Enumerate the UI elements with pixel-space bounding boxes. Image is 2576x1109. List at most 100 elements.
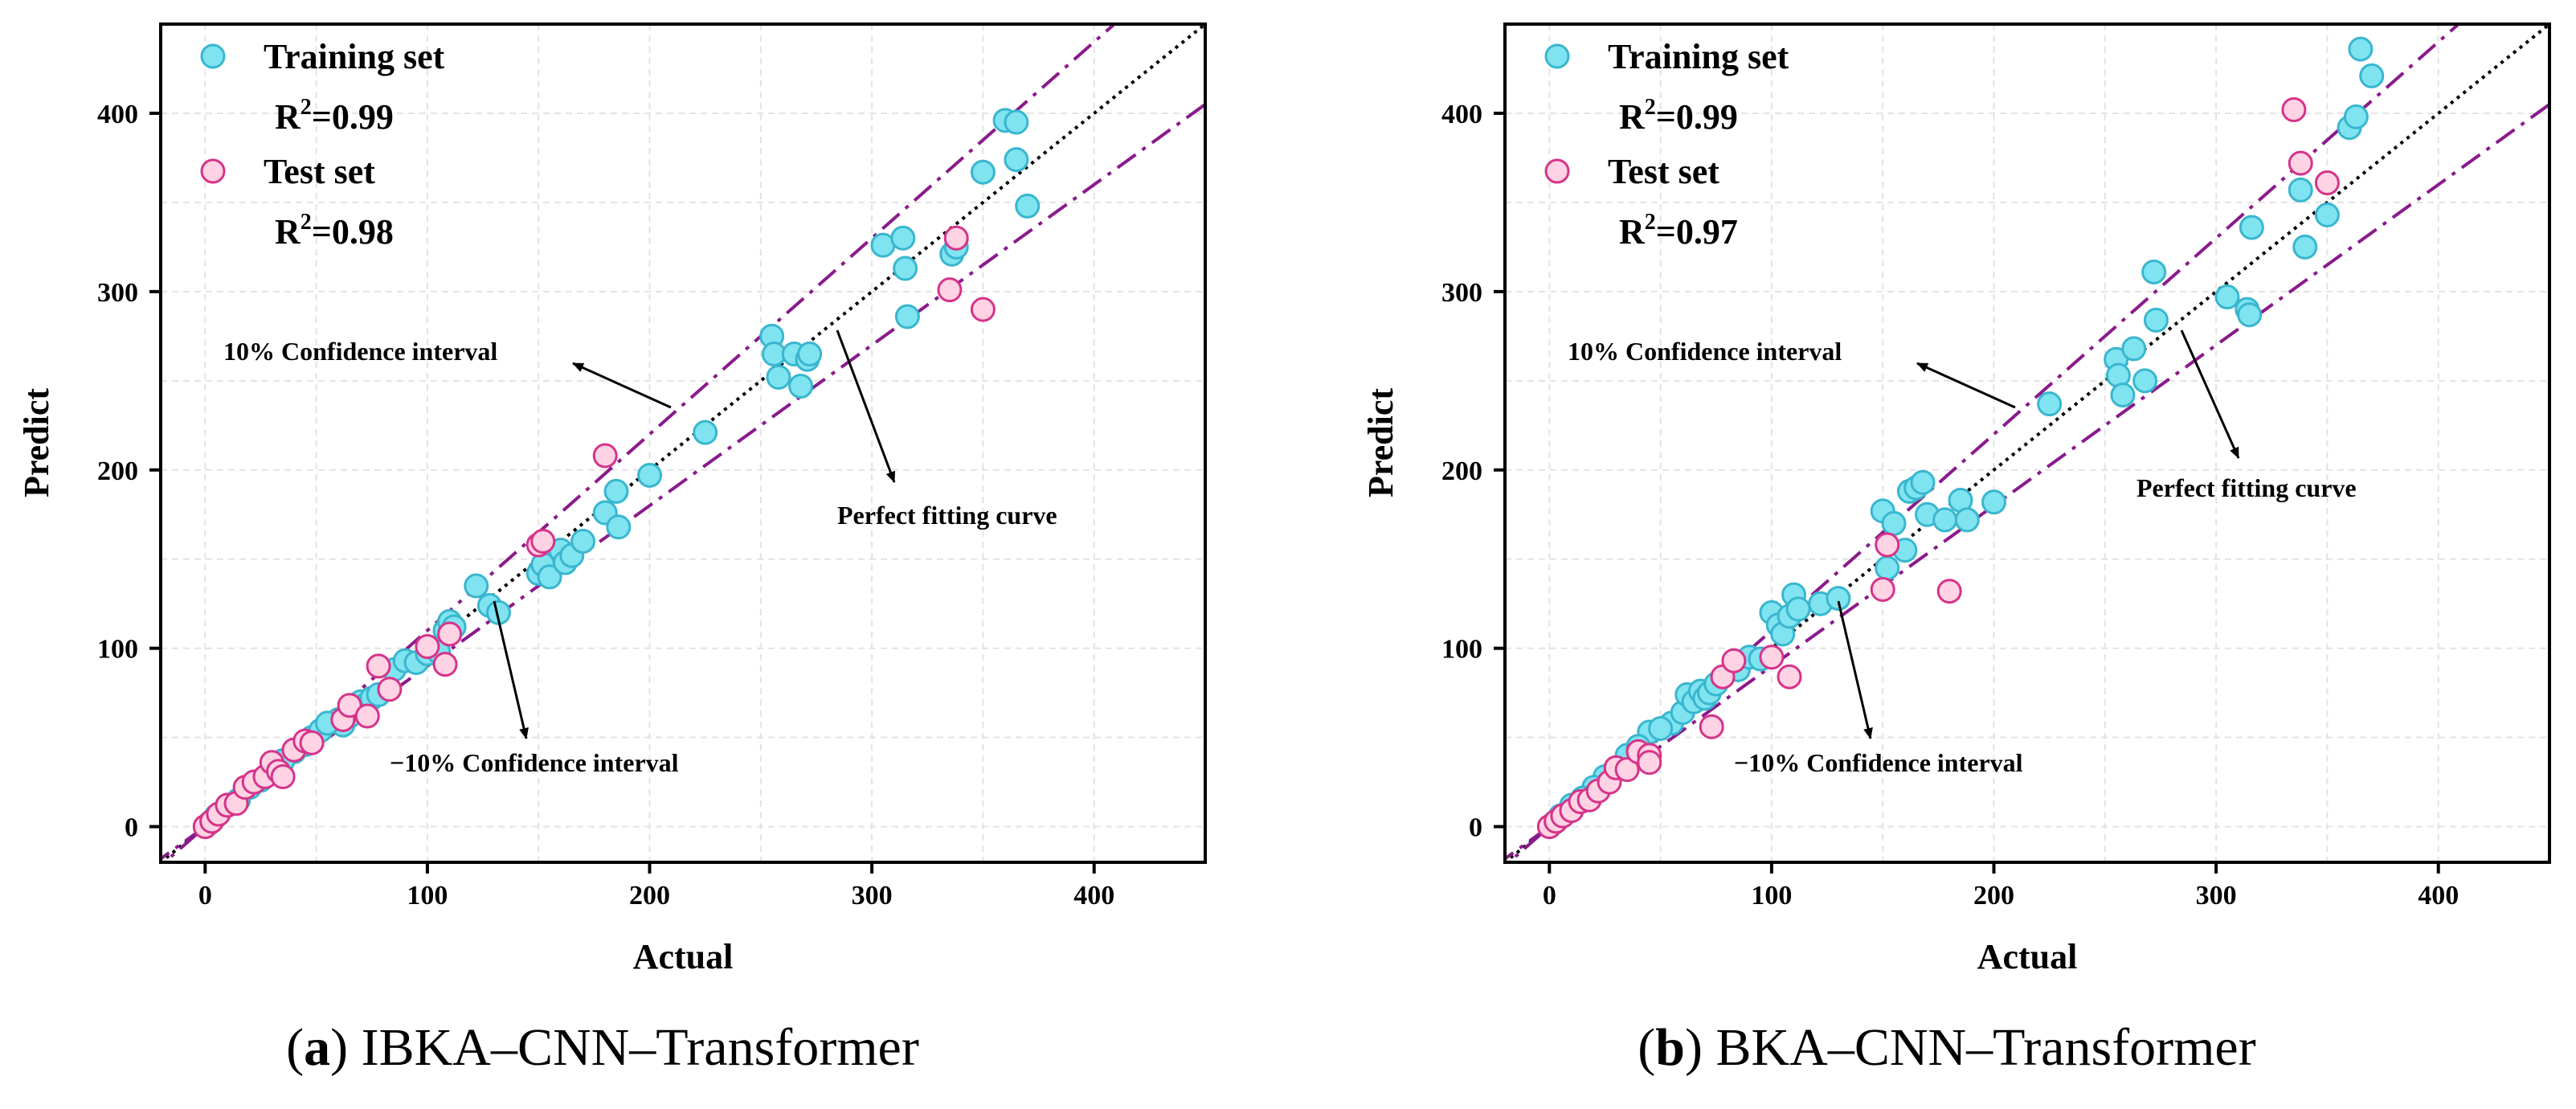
x-tick-label: 0 <box>1543 881 1556 911</box>
point-training-set <box>2132 368 2158 394</box>
x-tick-label: 300 <box>852 881 893 911</box>
point-training-set <box>1004 147 1029 173</box>
point-test-set <box>970 297 996 322</box>
point-test-set <box>1759 645 1785 670</box>
plot-frame <box>159 23 1207 864</box>
point-test-set <box>366 653 391 679</box>
point-test-set <box>2281 97 2307 123</box>
legend-label-training: Training set <box>264 37 445 76</box>
point-training-set <box>1785 596 1811 622</box>
legend-r2-training: R2=0.99 <box>1619 95 1738 137</box>
lower-ci-label: −10% Confidence interval <box>1734 748 2023 777</box>
point-training-set <box>788 373 814 399</box>
axis-ticks: 0 100 200 300 400 0 100 200 300 400 <box>1441 100 2459 911</box>
point-test-set <box>2314 170 2340 196</box>
point-training-set <box>1875 555 1900 581</box>
axis-ticks: 0 100 200 300 400 0 100 200 300 400 <box>97 100 1114 911</box>
point-test-set <box>2288 150 2313 176</box>
annotations: 10% Confidence interval Perfect fitting … <box>1568 329 2357 777</box>
legend-label-training: Training set <box>1608 37 1789 76</box>
point-training-set <box>2214 284 2240 310</box>
point-training-set <box>693 419 718 445</box>
point-training-set <box>2348 36 2374 62</box>
point-training-set <box>893 256 918 281</box>
legend-r2-training: R2=0.99 <box>275 95 394 137</box>
legend-marker-training <box>1544 43 1570 69</box>
y-tick-label: 200 <box>1441 456 1482 486</box>
point-training-set <box>1932 507 1958 533</box>
data-points <box>1536 36 2385 840</box>
point-test-set <box>1721 648 1747 673</box>
x-axis-title: Actual <box>1977 937 2078 976</box>
plot-frame <box>1503 23 2551 864</box>
point-test-set <box>937 277 963 303</box>
y-tick-label: 0 <box>125 813 138 843</box>
point-training-set <box>2314 202 2340 227</box>
y-tick-label: 300 <box>1441 278 1482 308</box>
point-training-set <box>637 462 663 488</box>
point-test-set <box>1637 750 1662 775</box>
y-tick-label: 100 <box>1441 635 1482 665</box>
point-training-set <box>894 304 920 329</box>
y-tick-label: 400 <box>97 100 138 129</box>
point-test-set <box>1936 579 1962 604</box>
point-test-set <box>377 677 403 702</box>
point-training-set <box>570 529 596 554</box>
legend-r2-test: R2=0.97 <box>1619 210 1738 252</box>
legend-marker-training <box>200 43 226 69</box>
point-test-set <box>1875 532 1900 558</box>
y-tick-label: 100 <box>97 635 138 665</box>
y-tick-label: 300 <box>97 278 138 308</box>
x-tick-label: 100 <box>407 881 448 911</box>
upper-ci-label: 10% Confidence interval <box>1568 337 1842 366</box>
x-tick-label: 200 <box>1973 881 2014 911</box>
point-test-set <box>337 693 362 718</box>
annotations: 10% Confidence interval Perfect fitting … <box>223 329 1057 777</box>
x-tick-label: 0 <box>198 881 212 911</box>
point-training-set <box>537 564 562 590</box>
point-training-set <box>2141 259 2167 284</box>
panel-caption: (b) BKA–CNN–Transformer <box>1638 1018 2255 1077</box>
legend-label-test: Test set <box>264 152 375 191</box>
y-axis-title: Predict <box>17 388 56 497</box>
x-tick-label: 300 <box>2196 881 2237 911</box>
point-training-set <box>890 225 916 251</box>
perfect-fit-arrow <box>836 329 896 483</box>
x-tick-label: 200 <box>629 881 670 911</box>
y-tick-label: 200 <box>97 456 138 486</box>
point-training-set <box>2239 215 2264 240</box>
point-training-set <box>766 364 791 390</box>
panel-caption: (a) IBKA–CNN–Transformer <box>286 1018 919 1077</box>
point-training-set <box>464 573 489 599</box>
point-training-set <box>1881 510 1907 536</box>
y-tick-label: 0 <box>1469 813 1482 843</box>
point-training-set <box>1015 193 1041 219</box>
panel-b: 0 100 200 300 400 0 100 200 300 400 Actual Predic… <box>1361 23 2551 1077</box>
point-test-set <box>592 443 618 469</box>
point-training-set <box>970 159 996 185</box>
upper-ci-arrow <box>572 362 672 409</box>
point-test-set <box>432 652 458 677</box>
upper-ci-label: 10% Confidence interval <box>223 337 497 366</box>
y-axis-title: Predict <box>1361 388 1400 497</box>
point-training-set <box>603 478 629 504</box>
point-test-set <box>354 703 380 729</box>
point-training-set <box>1004 109 1029 135</box>
point-training-set <box>1648 716 1674 742</box>
lower-ci-line <box>1505 102 2549 861</box>
point-training-set <box>1981 489 2007 515</box>
point-training-set <box>2121 336 2147 362</box>
data-points <box>192 108 1041 840</box>
point-test-set <box>1614 757 1640 783</box>
point-test-set <box>299 730 325 755</box>
lower-ci-arrow <box>493 600 529 739</box>
point-test-set <box>437 621 463 647</box>
point-test-set <box>530 529 556 554</box>
point-training-set <box>1910 469 1936 495</box>
legend-r2-test: R2=0.98 <box>275 210 394 252</box>
legend-label-test: Test set <box>1608 152 1719 191</box>
point-training-set <box>2292 234 2318 260</box>
lower-ci-label: −10% Confidence interval <box>390 748 679 777</box>
point-training-set <box>2110 383 2136 408</box>
